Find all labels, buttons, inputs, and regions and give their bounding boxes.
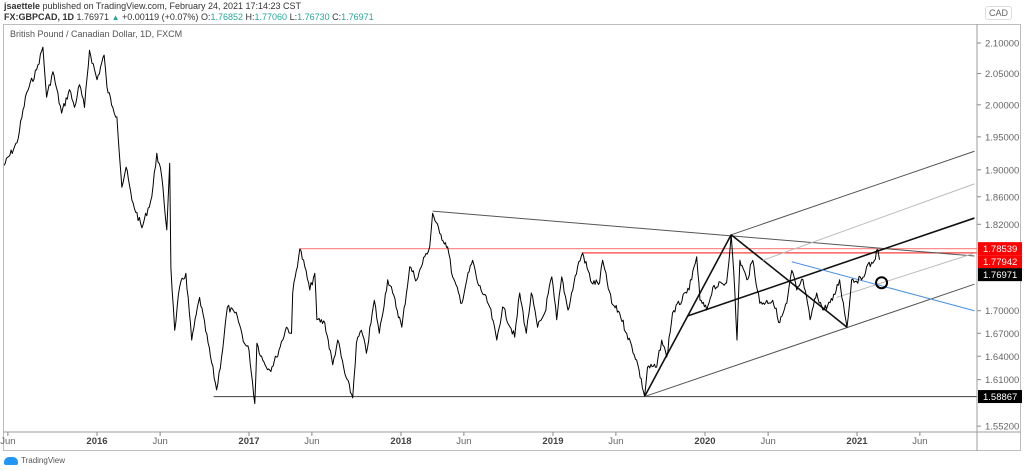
up-arrow-icon: ▲ — [111, 13, 120, 22]
y-tick-label: 1.90000 — [985, 165, 1019, 176]
pitchfork-upper — [731, 150, 975, 236]
open-value: 1.76852 — [210, 12, 243, 22]
chart-frame — [3, 24, 1021, 451]
price-tag-1.77942 — [978, 255, 1022, 269]
x-tick-label: 2017 — [238, 436, 259, 447]
y-tick-label: 1.86000 — [985, 192, 1019, 203]
price-tag-label: 1.58867 — [983, 392, 1017, 403]
y-tick-label: 1.64000 — [985, 352, 1019, 363]
symbol-info: FX:GBPCAD, 1D 1.76971 ▲ +0.00119 (+0.07%… — [4, 12, 374, 22]
currency-label[interactable]: CAD — [985, 6, 1013, 20]
price-tag-label: 1.77942 — [983, 257, 1017, 268]
publisher[interactable]: jsaettele — [4, 1, 41, 11]
chart-legend: British Pound / Canadian Dollar, 1D, FXC… — [10, 29, 183, 39]
plot-area — [4, 46, 977, 404]
circle-marker — [875, 276, 889, 290]
y-tick-label: 1.70000 — [985, 306, 1019, 317]
logo-text: TradingView — [21, 456, 66, 465]
low-value: 1.76730 — [297, 12, 330, 22]
symbol: FX:GBPCAD, 1D — [4, 12, 75, 22]
y-tick-label: 1.95000 — [985, 132, 1019, 143]
y-tick-label: 1.67000 — [985, 329, 1019, 340]
high-label: H: — [245, 12, 255, 22]
x-tick-label: Jun — [608, 436, 623, 447]
close-label: C: — [332, 12, 342, 22]
price-tag-1.58867 — [978, 390, 1022, 404]
y-tick-label: 2.00000 — [985, 100, 1019, 111]
price-line — [4, 46, 880, 404]
price-tag-label: 1.76971 — [983, 270, 1017, 281]
x-tick-label: Jun — [760, 436, 775, 447]
y-tick-label: 1.55200 — [985, 422, 1019, 433]
x-tick-label: 2016 — [86, 436, 107, 447]
x-tick-label: Jun — [456, 436, 471, 447]
y-tick-label: 2.10000 — [985, 39, 1019, 50]
high-value: 1.77060 — [254, 12, 288, 22]
descending-trendline — [432, 210, 975, 257]
tradingview-cloud-icon — [4, 456, 18, 465]
pitchfork-upper-quarter — [762, 183, 975, 261]
last-price: 1.76971 — [76, 12, 110, 22]
price-change: +0.00119 (+0.07%) — [122, 12, 199, 22]
open-label: O: — [200, 12, 211, 22]
y-tick-label: 1.61000 — [985, 375, 1019, 386]
close-value: 1.76971 — [341, 12, 374, 22]
x-tick-label: Jun — [152, 436, 167, 447]
y-tick-label: 2.05000 — [985, 69, 1019, 80]
publish-info: jsaettele published on TradingView.com, … — [4, 1, 301, 11]
y-tick-label: 1.82000 — [985, 220, 1019, 231]
price-tag-label: 1.78539 — [983, 244, 1017, 255]
x-tick-label: 2019 — [542, 436, 563, 447]
x-tick-label: 2021 — [846, 436, 868, 447]
x-tick-label: Jun — [912, 436, 927, 447]
pitchfork-lower — [644, 283, 975, 398]
tradingview-logo[interactable]: TradingView — [4, 456, 65, 465]
blue-trendline — [791, 261, 975, 312]
x-tick-label: 2020 — [694, 436, 715, 447]
published-text: published on TradingView.com, February 2… — [42, 1, 302, 11]
x-tick-label: Jun — [304, 436, 319, 447]
low-label: L: — [289, 12, 298, 22]
x-tick-label: 2018 — [390, 436, 411, 447]
price-tag-1.78539 — [978, 242, 1022, 256]
pitchfork-lower-quarter — [836, 252, 975, 298]
x-tick-label: Jun — [0, 436, 15, 447]
price-tag-1.76971 — [978, 268, 1022, 282]
